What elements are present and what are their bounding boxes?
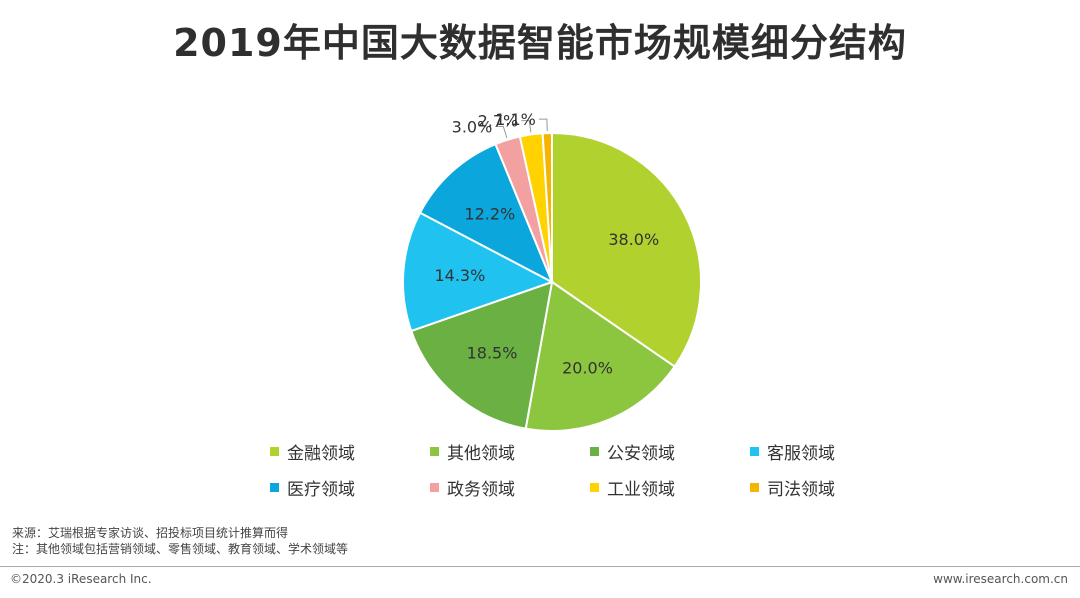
pie-slice-1 bbox=[551, 131, 702, 368]
leader-line-6 bbox=[495, 125, 508, 139]
legend-swatch bbox=[430, 446, 439, 456]
legend-swatch bbox=[750, 446, 759, 456]
legend-item-7: 工业领域 bbox=[590, 476, 750, 500]
legend-item-6: 政务领域 bbox=[430, 476, 590, 500]
legend-item-1: 金融领域 bbox=[270, 440, 430, 464]
legend-label: 工业领域 bbox=[607, 479, 675, 500]
slice-label-1: 38.0% bbox=[608, 230, 659, 249]
legend-label: 政务领域 bbox=[447, 479, 515, 500]
legend-item-4: 客服领域 bbox=[750, 440, 910, 464]
slice-label-7: 2.7% bbox=[478, 112, 519, 131]
legend-label: 其他领域 bbox=[447, 443, 515, 464]
legend-label: 金融领域 bbox=[287, 443, 355, 464]
legend-item-2: 其他领域 bbox=[430, 440, 590, 464]
legend-item-5: 医疗领域 bbox=[270, 476, 430, 500]
pie-slice-2 bbox=[524, 280, 677, 432]
legend-swatch bbox=[430, 482, 439, 492]
legend-label: 司法领域 bbox=[767, 479, 835, 500]
pie-slice-3 bbox=[409, 280, 554, 430]
footer-divider bbox=[0, 566, 1080, 567]
legend-label: 公安领域 bbox=[607, 443, 675, 464]
slice-label-4: 14.3% bbox=[434, 266, 485, 285]
note-line: 注：其他领域包括营销领域、零售领域、教育领域、学术领域等 bbox=[12, 542, 349, 556]
slice-label-8: 1.1% bbox=[495, 110, 536, 129]
legend-swatch bbox=[750, 482, 759, 492]
pie-slice-4 bbox=[402, 211, 555, 333]
legend-swatch bbox=[590, 446, 599, 456]
chart-title: 2019年中国大数据智能市场规模细分结构 bbox=[173, 21, 907, 65]
pie-slice-8 bbox=[541, 131, 553, 283]
slice-label-5: 12.2% bbox=[464, 205, 515, 224]
leader-line-7 bbox=[521, 120, 532, 133]
slice-label-2: 20.0% bbox=[562, 358, 613, 377]
legend-item-8: 司法领域 bbox=[750, 476, 910, 500]
legend-item-3: 公安领域 bbox=[590, 440, 750, 464]
legend-swatch bbox=[270, 446, 279, 456]
slice-label-3: 18.5% bbox=[467, 343, 518, 362]
legend-swatch bbox=[270, 482, 279, 492]
legend-label: 医疗领域 bbox=[287, 479, 355, 500]
pie-slice-5 bbox=[418, 142, 554, 285]
chart-legend: 金融领域 其他领域 公安领域 客服领域医疗领域 政务领域 工业领域 司法领域 bbox=[270, 440, 910, 500]
legend-swatch bbox=[590, 482, 599, 492]
source-note: 来源：艾瑞根据专家访谈、招投标项目统计推算而得 注：其他领域包括营销领域、零售领… bbox=[12, 525, 348, 557]
source-line: 来源：艾瑞根据专家访谈、招投标项目统计推算而得 bbox=[12, 526, 289, 540]
website-text: www.iresearch.com.cn bbox=[933, 572, 1068, 586]
slice-label-6: 3.0% bbox=[452, 117, 493, 136]
legend-label: 客服领域 bbox=[767, 443, 835, 464]
copyright-text: ©2020.3 iResearch Inc. bbox=[10, 572, 152, 586]
leader-line-8 bbox=[538, 118, 548, 132]
